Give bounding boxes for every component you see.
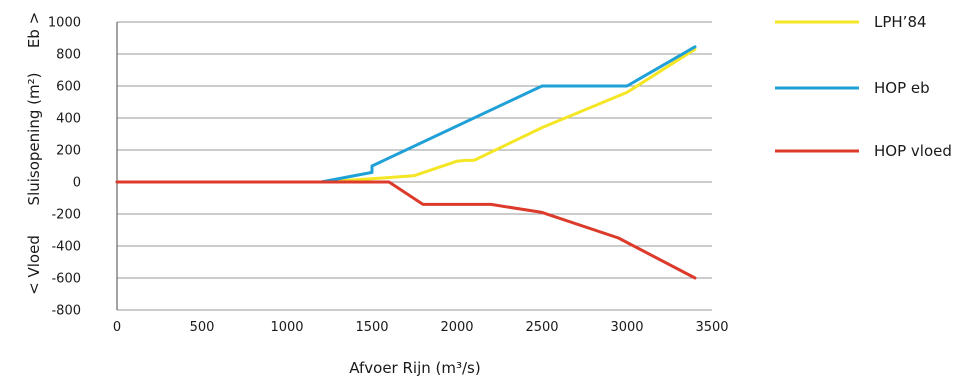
x-tick-label: 3500 <box>695 320 728 335</box>
y-tick-label: 600 <box>56 80 81 95</box>
y-tick-label: -600 <box>51 272 81 287</box>
x-tick-label: 3000 <box>610 320 643 335</box>
legend-label: HOP eb <box>874 79 930 97</box>
x-tick-labels: 0 500 1000 1500 2000 2500 3000 3500 <box>113 320 729 335</box>
series-line-1 <box>115 45 697 184</box>
series-line-0 <box>115 47 697 184</box>
y-tick-label: 200 <box>56 144 81 159</box>
x-tick-label: 1500 <box>355 320 388 335</box>
legend-label: HOP vloed <box>874 142 952 160</box>
y-axis-label-bottom: < Vloed <box>25 235 43 295</box>
grid-lines <box>117 21 712 311</box>
series-line-2 <box>115 180 697 280</box>
y-tick-label: -800 <box>51 304 81 319</box>
y-axis-label-top: Eb > <box>25 12 43 48</box>
series-lines <box>115 45 697 280</box>
y-tick-label: -400 <box>51 240 81 255</box>
y-tick-label: 400 <box>56 112 81 127</box>
x-tick-label: 2000 <box>440 320 473 335</box>
y-axis-label: Sluisopening (m²) <box>25 73 43 206</box>
y-tick-labels: -800 -600 -400 -200 0 200 400 600 800 1000 <box>48 16 81 319</box>
y-tick-label: 800 <box>56 48 81 63</box>
x-tick-label: 500 <box>190 320 215 335</box>
x-tick-label: 1000 <box>270 320 303 335</box>
legend-label: LPH’84 <box>874 13 927 31</box>
x-tick-label: 0 <box>113 320 121 335</box>
y-tick-label: -200 <box>51 208 81 223</box>
x-tick-label: 2500 <box>525 320 558 335</box>
x-axis-label: Afvoer Rijn (m³/s) <box>349 359 480 377</box>
legend: LPH’84 HOP eb HOP vloed <box>775 13 952 160</box>
y-tick-label: 1000 <box>48 16 81 31</box>
y-tick-label: 0 <box>73 176 81 191</box>
